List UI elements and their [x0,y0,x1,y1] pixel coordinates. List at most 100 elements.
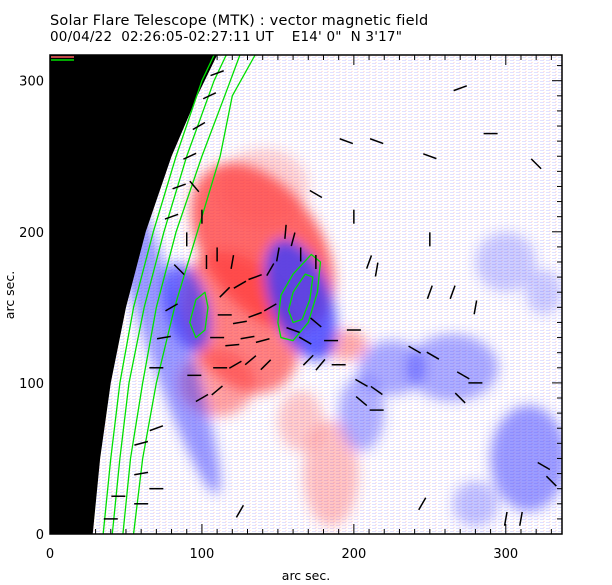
field-vector [370,385,383,396]
field-vector [230,254,235,270]
field-vector [183,152,197,160]
field-vector [255,338,270,344]
field-vector [519,511,523,526]
negative-polarity-region-12 [338,375,385,451]
field-vector [503,511,508,526]
field-vector [165,303,178,312]
plot-frame [49,54,563,535]
field-vector [286,326,300,334]
field-vector [426,285,433,300]
axis-ticks [49,55,562,535]
field-vector [275,247,280,262]
field-vector [233,280,247,289]
positive-polarity-region-6 [217,148,309,225]
x-tick-label: 0 [46,547,54,562]
field-vector [219,286,231,298]
field-vector [134,440,149,446]
field-vector [195,393,209,403]
limb-contour-2 [111,55,227,534]
field-vector [426,351,440,360]
y-tick-label: 200 [19,226,44,241]
negative-polarity-region-13 [490,405,562,512]
contours [102,55,322,534]
field-vector [156,335,171,340]
field-vector [248,274,262,281]
field-vector [173,264,185,276]
field-vector [149,425,164,432]
field-vector [339,138,354,145]
field-vector [211,385,223,396]
field-vector [537,461,551,471]
field-vector [454,392,466,404]
field-vector [164,213,179,220]
field-vector [302,354,314,366]
field-vector [244,355,257,366]
negative-polarity-region-15 [525,269,562,315]
chart-subtitle: 00/04/22 02:26:05-02:27:11 UT E14' 0" N … [50,29,403,45]
y-tick-label: 0 [36,528,44,543]
field-vector [202,92,217,100]
field-vector [453,85,468,92]
field-vector [263,303,277,312]
field-vector [355,378,368,388]
field-vector [248,311,262,318]
off-disk-region [50,55,218,534]
field-vector [260,359,272,371]
field-vector [369,138,384,145]
field-vector [235,504,245,518]
positive-polarity-region-5 [277,390,324,451]
field-vector [545,475,557,487]
core-contour-inner [287,273,314,324]
field-vector [374,262,379,277]
y-tick-labels: 0 100 200 300 [19,75,44,543]
x-tick-label: 100 [190,547,215,562]
field-vector [298,336,312,345]
field-vector [228,360,242,369]
positive-polarity-region-4 [303,420,359,527]
field-vector [456,371,470,380]
plot-area [50,55,562,534]
x-axis-label: arc sec. [282,568,330,583]
field-vector [266,263,275,277]
y-axis-label: arc sec. [2,271,17,319]
negative-polarity-region-14 [475,231,537,293]
field-vector [418,497,427,511]
field-vector [172,183,186,190]
core-contour-outer [277,253,322,342]
field-vector [355,395,368,407]
x-tick-label: 300 [493,547,518,562]
negative-polarity-region-10 [358,340,426,395]
limb-contour-4 [132,55,256,534]
negative-polarity-region-16 [452,481,499,527]
limb-contour-3 [122,55,241,534]
field-vector [284,224,287,239]
field-vector [408,345,422,354]
y-tick-label: 100 [19,377,44,392]
x-tick-label: 200 [341,547,366,562]
field-vector [232,320,247,325]
legend [51,56,74,61]
west-contour [189,291,209,339]
transverse-field-vectors [103,70,557,526]
field-vector [134,471,149,476]
field-vector [473,300,478,315]
field-vector [449,285,456,300]
negative-polarity-region-11 [407,334,499,402]
x-tick-labels: 0 100 200 300 [46,547,518,562]
field-vector [225,343,240,347]
chart-title: Solar Flare Telescope (MTK) : vector mag… [50,13,429,29]
field-vector [309,189,323,199]
field-vector [240,335,255,340]
field-vector [192,121,206,131]
field-vector [365,255,373,269]
y-tick-label: 300 [19,75,44,90]
field-vector [422,153,437,160]
negative-polarity-region-7 [264,239,337,361]
field-vector [290,232,296,247]
limb-contour-1 [102,55,215,534]
field-vector [310,317,322,328]
field-vector [210,70,224,77]
field-vector [189,180,200,193]
field-vector [530,158,542,170]
